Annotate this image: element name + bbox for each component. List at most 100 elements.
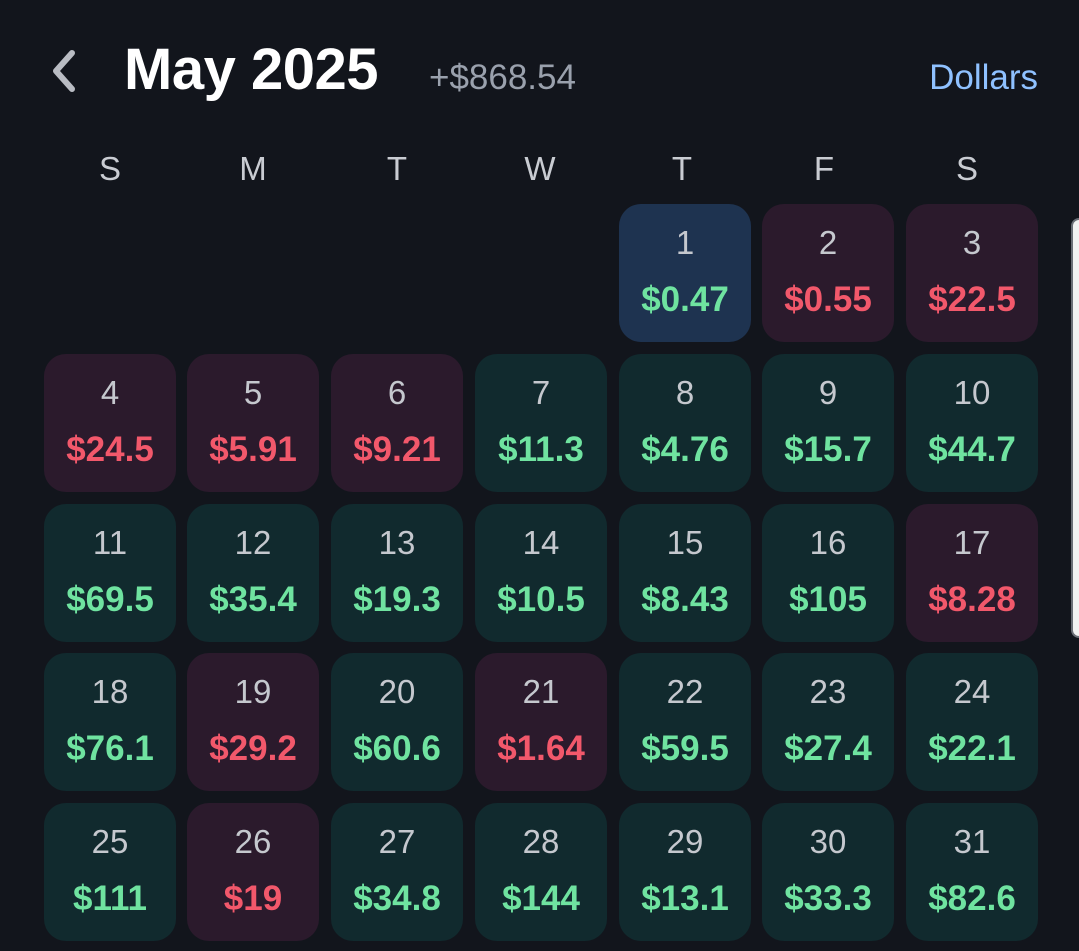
calendar-day-16[interactable]: 16 $105 [762, 504, 894, 642]
calendar-day-13[interactable]: 13 $19.3 [331, 504, 463, 642]
day-amount: $0.47 [641, 280, 729, 319]
day-number: 18 [91, 673, 129, 710]
weekday-label-fri: F [813, 150, 835, 187]
day-amount: $111 [73, 879, 147, 918]
day-number: 29 [666, 823, 704, 860]
calendar-day-9[interactable]: 9 $15.7 [762, 354, 894, 492]
calendar-day-22[interactable]: 22 $59.5 [619, 653, 751, 791]
day-amount: $4.76 [641, 430, 729, 469]
day-number: 22 [666, 673, 704, 710]
day-amount: $69.5 [66, 580, 154, 619]
day-number: 16 [809, 524, 847, 561]
day-number: 6 [387, 374, 407, 411]
calendar-day-1[interactable]: 1 $0.47 [619, 204, 751, 342]
day-number: 26 [234, 823, 272, 860]
day-number: 8 [675, 374, 695, 411]
day-amount: $11.3 [498, 430, 584, 469]
day-amount: $15.7 [784, 430, 872, 469]
calendar-day-14[interactable]: 14 $10.5 [475, 504, 607, 642]
calendar-day-21[interactable]: 21 $1.64 [475, 653, 607, 791]
calendar-day-26[interactable]: 26 $19 [187, 803, 319, 941]
day-number: 13 [378, 524, 416, 561]
day-amount: $59.5 [641, 729, 729, 768]
calendar-day-19[interactable]: 19 $29.2 [187, 653, 319, 791]
calendar-day-18[interactable]: 18 $76.1 [44, 653, 176, 791]
day-amount: $105 [789, 580, 867, 619]
calendar-day-4[interactable]: 4 $24.5 [44, 354, 176, 492]
calendar-day-24[interactable]: 24 $22.1 [906, 653, 1038, 791]
day-number: 2 [818, 224, 838, 261]
day-number: 30 [809, 823, 847, 860]
previous-month-button[interactable] [40, 44, 86, 98]
calendar-day-29[interactable]: 29 $13.1 [619, 803, 751, 941]
day-amount: $27.4 [784, 729, 872, 768]
calendar-day-11[interactable]: 11 $69.5 [44, 504, 176, 642]
weekday-label-sat: S [955, 150, 978, 187]
day-amount: $1.64 [497, 729, 585, 768]
calendar-day-12[interactable]: 12 $35.4 [187, 504, 319, 642]
day-amount: $10.5 [497, 580, 585, 619]
calendar-day-2[interactable]: 2 $0.55 [762, 204, 894, 342]
day-number: 25 [91, 823, 129, 860]
day-number: 27 [378, 823, 416, 860]
day-number: 7 [531, 374, 551, 411]
day-number: 4 [100, 374, 120, 411]
calendar-day-15[interactable]: 15 $8.43 [619, 504, 751, 642]
calendar-day-6[interactable]: 6 $9.21 [331, 354, 463, 492]
day-amount: $76.1 [66, 729, 154, 768]
calendar-day-25[interactable]: 25 $111 [44, 803, 176, 941]
calendar-day-31[interactable]: 31 $82.6 [906, 803, 1038, 941]
calendar-day-8[interactable]: 8 $4.76 [619, 354, 751, 492]
month-total: +$868.54 [429, 58, 576, 97]
calendar-day-10[interactable]: 10 $44.7 [906, 354, 1038, 492]
weekday-label-mon: M [239, 150, 267, 187]
day-amount: $19 [223, 879, 283, 918]
day-amount: $22.1 [928, 729, 1016, 768]
day-number: 20 [378, 673, 416, 710]
chevron-left-icon [53, 50, 75, 92]
day-number: 31 [953, 823, 991, 860]
day-amount: $0.55 [784, 280, 872, 319]
day-amount: $8.43 [641, 580, 729, 619]
calendar-day-5[interactable]: 5 $5.91 [187, 354, 319, 492]
day-amount: $24.5 [66, 430, 154, 469]
weekday-label-tue: T [386, 150, 408, 187]
day-number: 9 [818, 374, 838, 411]
day-amount: $144 [502, 879, 580, 918]
day-number: 21 [522, 673, 560, 710]
day-number: 11 [92, 524, 128, 561]
day-number: 3 [962, 224, 982, 261]
day-number: 17 [953, 524, 991, 561]
day-number: 14 [522, 524, 560, 561]
day-amount: $82.6 [928, 879, 1016, 918]
unit-toggle-button[interactable]: Dollars [929, 58, 1038, 97]
day-amount: $29.2 [209, 729, 297, 768]
day-amount: $9.21 [353, 430, 441, 469]
day-number: 19 [234, 673, 272, 710]
day-amount: $35.4 [209, 580, 297, 619]
calendar-day-28[interactable]: 28 $144 [475, 803, 607, 941]
day-number: 24 [953, 673, 991, 710]
calendar-day-30[interactable]: 30 $33.3 [762, 803, 894, 941]
calendar-day-27[interactable]: 27 $34.8 [331, 803, 463, 941]
calendar-day-7[interactable]: 7 $11.3 [475, 354, 607, 492]
calendar-header: May 2025 +$868.54 Dollars [0, 0, 1079, 140]
day-number: 5 [243, 374, 263, 411]
day-amount: $22.5 [928, 280, 1016, 319]
calendar-day-20[interactable]: 20 $60.6 [331, 653, 463, 791]
weekday-header-row: S M T W T F S [40, 150, 1040, 196]
scrollbar-handle[interactable] [1071, 218, 1079, 638]
day-number: 1 [675, 224, 695, 261]
calendar-day-23[interactable]: 23 $27.4 [762, 653, 894, 791]
day-amount: $8.28 [928, 580, 1016, 619]
weekday-label-thu: T [671, 150, 693, 187]
day-amount: $60.6 [353, 729, 441, 768]
calendar-day-3[interactable]: 3 $22.5 [906, 204, 1038, 342]
weekday-label-wed: W [524, 150, 556, 187]
day-number: 23 [809, 673, 847, 710]
day-amount: $19.3 [353, 580, 441, 619]
calendar-day-17[interactable]: 17 $8.28 [906, 504, 1038, 642]
day-amount: $34.8 [353, 879, 441, 918]
